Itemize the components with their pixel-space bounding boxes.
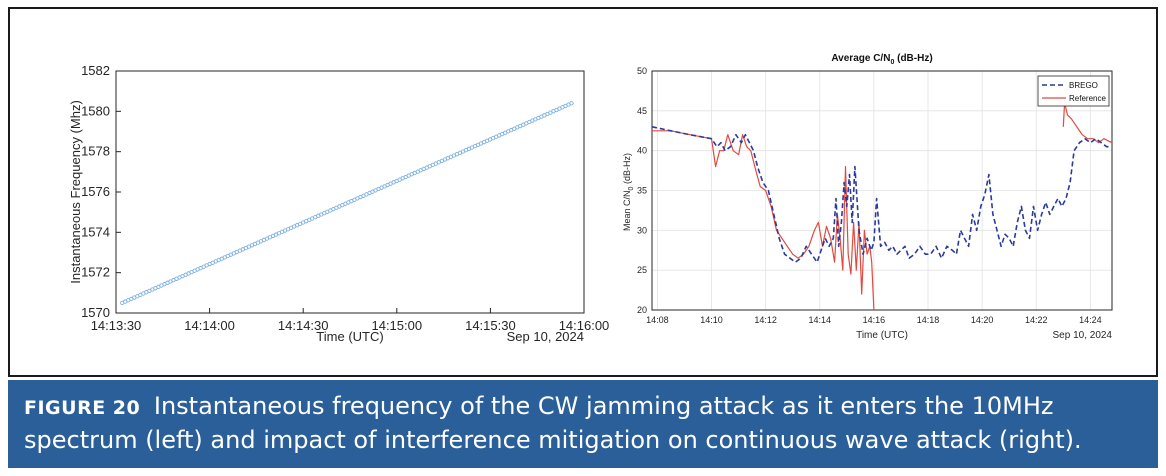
frequency-date-label: Sep 10, 2024 bbox=[507, 329, 584, 344]
cn0-x-axis-label: Time (UTC) bbox=[856, 330, 908, 341]
reference-series-line bbox=[1062, 102, 1113, 144]
figure-caption: FIGURE 20 Instantaneous frequency of the… bbox=[8, 380, 1158, 468]
cn0-x-tick-label: 14:20 bbox=[971, 315, 994, 325]
cn0-y-tick-label: 50 bbox=[637, 66, 647, 76]
cn0-y-tick-label: 25 bbox=[637, 265, 647, 275]
cn0-x-tick-label: 14:22 bbox=[1025, 315, 1048, 325]
frequency-y-tick-label: 1580 bbox=[81, 103, 110, 118]
frequency-x-axis-label: Time (UTC) bbox=[316, 329, 383, 344]
frequency-y-tick-label: 1570 bbox=[81, 305, 110, 320]
cn0-chart: 14:08 14:10 14:12 14:14 14:16 14:18 14:20 14:22… bbox=[622, 53, 1113, 341]
cn0-date-label: Sep 10, 2024 bbox=[1053, 330, 1113, 341]
frequency-x-tick-label: 14:14:00 bbox=[184, 318, 235, 333]
cn0-y-tick-label: 45 bbox=[637, 106, 647, 116]
cn0-x-tick-label: 14:14 bbox=[808, 315, 831, 325]
frequency-x-tick-label: 14:15:00 bbox=[371, 318, 422, 333]
cn0-x-tick-label: 14:08 bbox=[646, 315, 669, 325]
frequency-x-tick-label: 14:13:30 bbox=[91, 318, 142, 333]
brego-series-line bbox=[651, 126, 1112, 263]
caption-text: Instantaneous frequency of the CW jammin… bbox=[24, 392, 1082, 454]
frequency-y-tick-label: 1576 bbox=[81, 184, 110, 199]
reference-series-line bbox=[652, 130, 875, 311]
cn0-y-tick-label: 40 bbox=[637, 146, 647, 156]
frequency-y-tick-label: 1578 bbox=[81, 144, 110, 159]
cn0-x-tick-label: 14:10 bbox=[700, 315, 723, 325]
frequency-x-tick-label: 14:15:30 bbox=[465, 318, 516, 333]
frequency-y-tick-label: 1574 bbox=[81, 224, 110, 239]
frequency-data-point bbox=[569, 101, 574, 106]
cn0-y-tick-label: 30 bbox=[637, 225, 647, 235]
cn0-title: Average C/N0 (dB-Hz) bbox=[831, 53, 932, 66]
legend-box bbox=[1037, 75, 1110, 107]
plot-panel: 14:13:30 14:14:00 14:14:30 14:15:00 14:15:30… bbox=[8, 7, 1158, 377]
cn0-y-tick-label: 20 bbox=[637, 305, 647, 315]
frequency-chart: 14:13:30 14:14:00 14:14:30 14:15:00 14:15:30… bbox=[68, 63, 610, 344]
figure-label: FIGURE 20 bbox=[24, 397, 141, 419]
frequency-x-tick-label: 14:14:30 bbox=[278, 318, 329, 333]
frequency-x-tick-label: 14:16:00 bbox=[559, 318, 610, 333]
cn0-x-tick-label: 14:12 bbox=[754, 315, 777, 325]
cn0-x-tick-label: 14:16 bbox=[863, 315, 886, 325]
cn0-y-tick-label: 35 bbox=[637, 186, 647, 196]
cn0-plot-area bbox=[651, 70, 1113, 311]
frequency-y-axis-label: Instantaneous Frequency (Mhz) bbox=[68, 100, 83, 284]
legend-reference-label: Reference bbox=[1069, 94, 1106, 103]
frequency-y-tick-label: 1582 bbox=[81, 63, 110, 78]
cn0-y-axis-label: Mean C/N0 (dB-Hz) bbox=[622, 153, 635, 231]
frequency-y-tick-label: 1572 bbox=[81, 265, 110, 280]
legend-brego-label: BREGO bbox=[1069, 81, 1098, 90]
cn0-x-tick-label: 14:24 bbox=[1079, 315, 1102, 325]
cn0-legend: BREGO Reference bbox=[1037, 75, 1110, 107]
cn0-x-tick-label: 14:18 bbox=[917, 315, 940, 325]
